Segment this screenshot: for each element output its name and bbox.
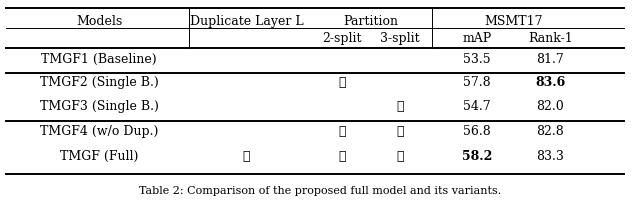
Text: 54.7: 54.7 — [463, 100, 491, 113]
Text: Table 2: Comparison of the proposed full model and its variants.: Table 2: Comparison of the proposed full… — [139, 186, 501, 196]
Text: 56.8: 56.8 — [463, 125, 491, 138]
Text: 58.2: 58.2 — [461, 150, 492, 163]
Text: mAP: mAP — [462, 32, 492, 45]
Text: ✓: ✓ — [243, 150, 250, 163]
Text: Partition: Partition — [344, 15, 399, 28]
Text: TMGF1 (Baseline): TMGF1 (Baseline) — [42, 53, 157, 66]
Text: ✓: ✓ — [396, 150, 404, 163]
Text: Models: Models — [76, 15, 122, 28]
Text: TMGF3 (Single B.): TMGF3 (Single B.) — [40, 100, 159, 113]
Text: MSMT17: MSMT17 — [484, 15, 543, 28]
Text: 53.5: 53.5 — [463, 53, 491, 66]
Text: ✓: ✓ — [396, 125, 404, 138]
Text: ✓: ✓ — [339, 76, 346, 89]
Text: 3-split: 3-split — [380, 32, 420, 45]
Text: 83.3: 83.3 — [536, 150, 564, 163]
Text: 82.0: 82.0 — [536, 100, 564, 113]
Text: ✓: ✓ — [396, 100, 404, 113]
Text: TMGF2 (Single B.): TMGF2 (Single B.) — [40, 76, 159, 89]
Text: 57.8: 57.8 — [463, 76, 491, 89]
Text: 82.8: 82.8 — [536, 125, 564, 138]
Text: TMGF (Full): TMGF (Full) — [60, 150, 138, 163]
Text: Rank-1: Rank-1 — [528, 32, 573, 45]
Text: 83.6: 83.6 — [535, 76, 566, 89]
Text: ✓: ✓ — [339, 125, 346, 138]
Text: 81.7: 81.7 — [536, 53, 564, 66]
Text: TMGF4 (w/o Dup.): TMGF4 (w/o Dup.) — [40, 125, 158, 138]
Text: 2-split: 2-split — [323, 32, 362, 45]
Text: Duplicate Layer L: Duplicate Layer L — [189, 15, 303, 28]
Text: ✓: ✓ — [339, 150, 346, 163]
